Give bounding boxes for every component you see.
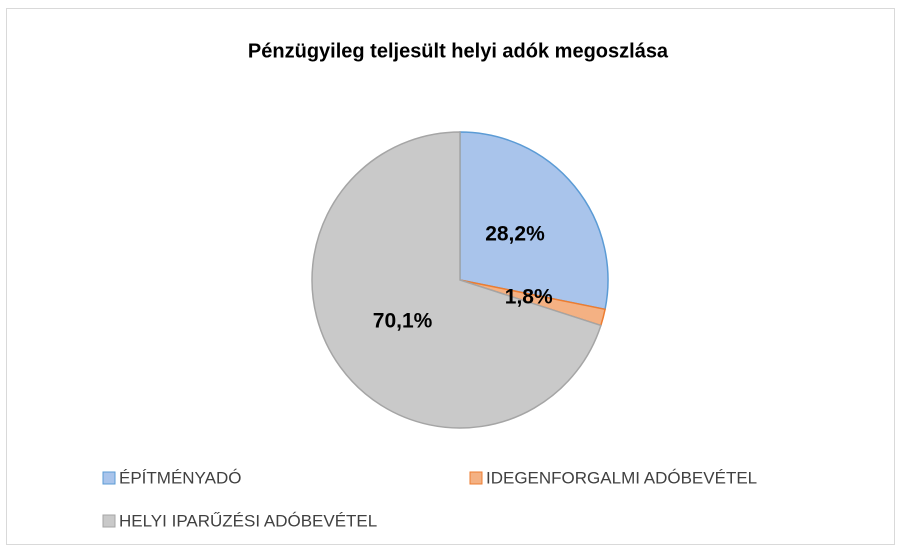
value-label: 28,2% <box>485 223 545 246</box>
legend-swatch <box>102 514 116 528</box>
legend-label: IDEGENFORGALMI ADÓBEVÉTEL <box>486 468 757 487</box>
legend-label: ÉPÍTMÉNYADÓ <box>119 468 241 487</box>
chart-title: Pénzügyileg teljesült helyi adók megoszl… <box>248 40 669 62</box>
pie-slice <box>459 131 609 311</box>
value-label: 1,8% <box>505 286 553 309</box>
value-label: 70,1% <box>373 309 433 332</box>
legend-swatch <box>102 471 116 485</box>
pie-slice <box>311 131 602 429</box>
legend-label: HELYI IPARŰZÉSI ADÓBEVÉTEL <box>119 511 377 530</box>
legend-swatch <box>469 471 483 485</box>
